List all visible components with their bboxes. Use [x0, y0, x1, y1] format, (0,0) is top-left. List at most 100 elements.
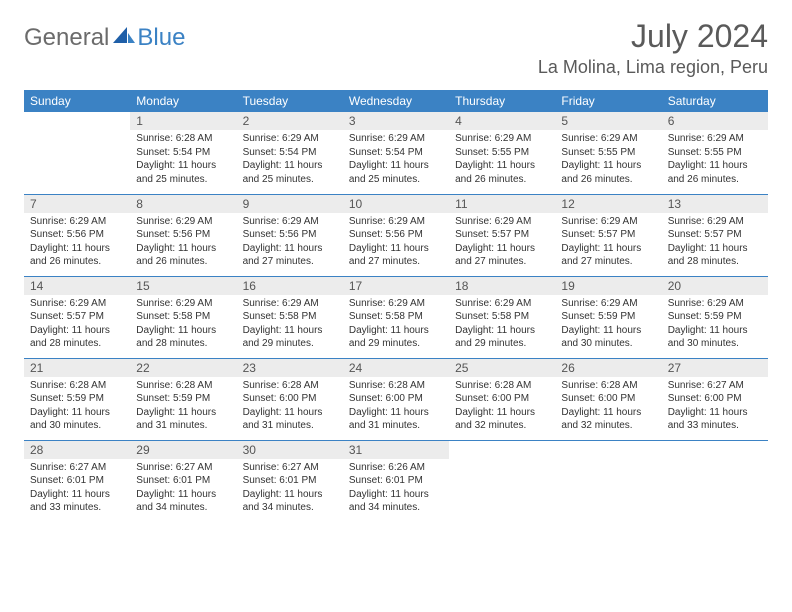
sunrise-text: Sunrise: 6:29 AM: [455, 297, 549, 311]
sunset-text: Sunset: 6:01 PM: [136, 474, 230, 488]
logo-text-general: General: [24, 24, 109, 52]
daylight-text: Daylight: 11 hours and 29 minutes.: [349, 324, 443, 351]
sunrise-text: Sunrise: 6:27 AM: [243, 461, 337, 475]
day-details: Sunrise: 6:29 AMSunset: 5:57 PMDaylight:…: [449, 213, 555, 273]
calendar-day-cell: 30 Sunrise: 6:27 AMSunset: 6:01 PMDayligh…: [237, 440, 343, 522]
logo-text-blue: Blue: [137, 24, 185, 52]
day-number: 15: [130, 277, 236, 295]
daylight-text: Daylight: 11 hours and 27 minutes.: [349, 242, 443, 269]
title-month: July 2024: [538, 18, 768, 55]
daylight-text: Daylight: 11 hours and 34 minutes.: [136, 488, 230, 515]
day-details: Sunrise: 6:28 AMSunset: 5:54 PMDaylight:…: [130, 130, 236, 190]
calendar-day-cell: 16Sunrise: 6:29 AMSunset: 5:58 PMDayligh…: [237, 276, 343, 358]
calendar-week-row: 14Sunrise: 6:29 AMSunset: 5:57 PMDayligh…: [24, 276, 768, 358]
day-details: Sunrise: 6:29 AMSunset: 5:55 PMDaylight:…: [662, 130, 768, 190]
sunset-text: Sunset: 5:59 PM: [561, 310, 655, 324]
sunrise-text: Sunrise: 6:29 AM: [561, 215, 655, 229]
sunset-text: Sunset: 5:58 PM: [349, 310, 443, 324]
day-number: 14: [24, 277, 130, 295]
sunset-text: Sunset: 5:57 PM: [30, 310, 124, 324]
day-number: 2: [237, 112, 343, 130]
daylight-text: Daylight: 11 hours and 28 minutes.: [668, 242, 762, 269]
day-details: Sunrise: 6:29 AMSunset: 5:55 PMDaylight:…: [449, 130, 555, 190]
day-details: Sunrise: 6:29 AMSunset: 5:56 PMDaylight:…: [130, 213, 236, 273]
daylight-text: Daylight: 11 hours and 34 minutes.: [243, 488, 337, 515]
daylight-text: Daylight: 11 hours and 27 minutes.: [243, 242, 337, 269]
sunset-text: Sunset: 6:00 PM: [455, 392, 549, 406]
day-details: Sunrise: 6:29 AMSunset: 5:56 PMDaylight:…: [237, 213, 343, 273]
sunrise-text: Sunrise: 6:28 AM: [349, 379, 443, 393]
sunrise-text: Sunrise: 6:29 AM: [668, 297, 762, 311]
calendar-day-cell: 27Sunrise: 6:27 AMSunset: 6:00 PMDayligh…: [662, 358, 768, 440]
sunrise-text: Sunrise: 6:28 AM: [243, 379, 337, 393]
calendar-day-cell: 22Sunrise: 6:28 AMSunset: 5:59 PMDayligh…: [130, 358, 236, 440]
dayname-tuesday: Tuesday: [237, 90, 343, 112]
day-number: 6: [662, 112, 768, 130]
day-number: 30: [237, 441, 343, 459]
day-number: 9: [237, 195, 343, 213]
day-number: 18: [449, 277, 555, 295]
sunset-text: Sunset: 6:01 PM: [243, 474, 337, 488]
day-details: Sunrise: 6:29 AMSunset: 5:57 PMDaylight:…: [662, 213, 768, 273]
calendar-day-cell: 19Sunrise: 6:29 AMSunset: 5:59 PMDayligh…: [555, 276, 661, 358]
sunrise-text: Sunrise: 6:28 AM: [30, 379, 124, 393]
daylight-text: Daylight: 11 hours and 31 minutes.: [349, 406, 443, 433]
day-number: 28: [24, 441, 130, 459]
daylight-text: Daylight: 11 hours and 26 minutes.: [455, 159, 549, 186]
dayname-friday: Friday: [555, 90, 661, 112]
daylight-text: Daylight: 11 hours and 26 minutes.: [136, 242, 230, 269]
day-details: Sunrise: 6:29 AMSunset: 5:58 PMDaylight:…: [237, 295, 343, 355]
sunset-text: Sunset: 5:59 PM: [668, 310, 762, 324]
day-number: 16: [237, 277, 343, 295]
sunrise-text: Sunrise: 6:29 AM: [561, 132, 655, 146]
calendar-day-cell: 13Sunrise: 6:29 AMSunset: 5:57 PMDayligh…: [662, 194, 768, 276]
calendar-week-row: 28Sunrise: 6:27 AMSunset: 6:01 PMDayligh…: [24, 440, 768, 522]
dayname-sunday: Sunday: [24, 90, 130, 112]
day-number: 12: [555, 195, 661, 213]
sunset-text: Sunset: 5:55 PM: [561, 146, 655, 160]
sunrise-text: Sunrise: 6:29 AM: [243, 297, 337, 311]
day-number: 24: [343, 359, 449, 377]
calendar-day-cell: 6Sunrise: 6:29 AMSunset: 5:55 PMDaylight…: [662, 112, 768, 194]
day-number: 31: [343, 441, 449, 459]
sunrise-text: Sunrise: 6:29 AM: [561, 297, 655, 311]
logo-sail-icon: [113, 27, 135, 50]
sunrise-text: Sunrise: 6:29 AM: [455, 215, 549, 229]
daylight-text: Daylight: 11 hours and 33 minutes.: [668, 406, 762, 433]
calendar-day-cell: 10Sunrise: 6:29 AMSunset: 5:56 PMDayligh…: [343, 194, 449, 276]
calendar-week-row: 21Sunrise: 6:28 AMSunset: 5:59 PMDayligh…: [24, 358, 768, 440]
sunset-text: Sunset: 6:01 PM: [30, 474, 124, 488]
daylight-text: Daylight: 11 hours and 28 minutes.: [30, 324, 124, 351]
day-number: 1: [130, 112, 236, 130]
sunrise-text: Sunrise: 6:29 AM: [243, 132, 337, 146]
sunset-text: Sunset: 5:59 PM: [136, 392, 230, 406]
day-details: Sunrise: 6:27 AMSunset: 6:00 PMDaylight:…: [662, 377, 768, 437]
daylight-text: Daylight: 11 hours and 28 minutes.: [136, 324, 230, 351]
calendar-day-cell: 28Sunrise: 6:27 AMSunset: 6:01 PMDayligh…: [24, 440, 130, 522]
day-details: Sunrise: 6:29 AMSunset: 5:56 PMDaylight:…: [24, 213, 130, 273]
day-details: Sunrise: 6:29 AMSunset: 5:54 PMDaylight:…: [237, 130, 343, 190]
sunrise-text: Sunrise: 6:29 AM: [243, 215, 337, 229]
calendar-day-cell: [555, 440, 661, 522]
title-block: July 2024 La Molina, Lima region, Peru: [538, 18, 768, 78]
sunset-text: Sunset: 5:56 PM: [30, 228, 124, 242]
day-details: Sunrise: 6:29 AMSunset: 5:58 PMDaylight:…: [343, 295, 449, 355]
sunrise-text: Sunrise: 6:29 AM: [668, 215, 762, 229]
calendar-day-cell: 11Sunrise: 6:29 AMSunset: 5:57 PMDayligh…: [449, 194, 555, 276]
daylight-text: Daylight: 11 hours and 33 minutes.: [30, 488, 124, 515]
daylight-text: Daylight: 11 hours and 25 minutes.: [349, 159, 443, 186]
sunset-text: Sunset: 6:00 PM: [668, 392, 762, 406]
daylight-text: Daylight: 11 hours and 26 minutes.: [561, 159, 655, 186]
daylight-text: Daylight: 11 hours and 30 minutes.: [30, 406, 124, 433]
day-number: 22: [130, 359, 236, 377]
day-number: 26: [555, 359, 661, 377]
sunrise-text: Sunrise: 6:29 AM: [349, 132, 443, 146]
sunrise-text: Sunrise: 6:29 AM: [349, 215, 443, 229]
sunrise-text: Sunrise: 6:27 AM: [136, 461, 230, 475]
day-details: Sunrise: 6:28 AMSunset: 6:00 PMDaylight:…: [237, 377, 343, 437]
day-details: Sunrise: 6:29 AMSunset: 5:54 PMDaylight:…: [343, 130, 449, 190]
sunset-text: Sunset: 5:57 PM: [455, 228, 549, 242]
sunrise-text: Sunrise: 6:28 AM: [136, 132, 230, 146]
daylight-text: Daylight: 11 hours and 34 minutes.: [349, 488, 443, 515]
daylight-text: Daylight: 11 hours and 25 minutes.: [243, 159, 337, 186]
